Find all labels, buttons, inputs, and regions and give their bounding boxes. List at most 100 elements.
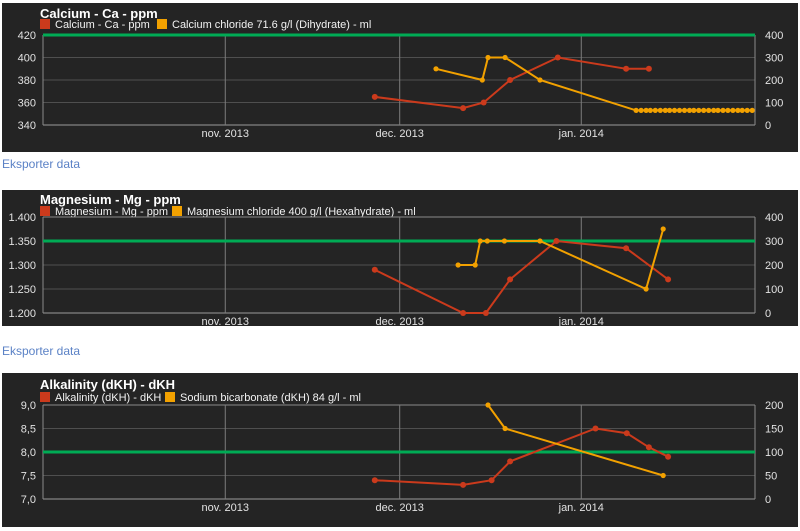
right-axis-tick-label: 400	[765, 212, 783, 224]
legend-color-swatch	[40, 206, 50, 216]
data-point[interactable]	[696, 107, 702, 113]
x-axis-label: nov. 2013	[202, 128, 250, 140]
left-axis-tick-label: 1.250	[8, 284, 36, 296]
data-point[interactable]	[553, 238, 560, 244]
data-point[interactable]	[507, 276, 514, 283]
chart-panel-alkalinity: Alkalinity (dKH) - dKH Alkalinity (dKH) …	[2, 373, 798, 527]
data-point[interactable]	[715, 107, 721, 113]
data-point[interactable]	[706, 107, 712, 113]
legend-item-dosing[interactable]: Calcium chloride 71.6 g/l (Dihydrate) - …	[157, 19, 371, 31]
data-point[interactable]	[744, 107, 750, 113]
right-axis-tick-label: 100	[765, 284, 783, 296]
data-point[interactable]	[460, 310, 467, 316]
data-point[interactable]	[730, 107, 736, 113]
x-axis-label: jan. 2014	[558, 502, 604, 514]
data-point[interactable]	[482, 310, 489, 316]
data-point[interactable]	[485, 402, 491, 408]
data-point[interactable]	[502, 425, 508, 432]
data-point[interactable]	[371, 266, 378, 273]
legend-item-measurement[interactable]: Magnesium - Mg - ppm	[40, 206, 168, 218]
data-point[interactable]	[667, 107, 673, 113]
data-point[interactable]	[488, 477, 495, 484]
data-point[interactable]	[676, 107, 683, 113]
data-point[interactable]	[480, 99, 487, 106]
legend-label: Magnesium chloride 400 g/l (Hexahydrate)…	[187, 206, 416, 218]
right-axis-tick-label: 400	[765, 30, 783, 42]
right-axis-tick-label: 300	[765, 236, 783, 248]
data-point[interactable]	[643, 107, 649, 113]
data-point[interactable]	[645, 65, 652, 72]
data-point[interactable]	[665, 276, 672, 283]
data-point[interactable]	[479, 77, 485, 83]
data-point[interactable]	[485, 54, 491, 61]
data-point[interactable]	[633, 107, 639, 113]
data-point[interactable]	[554, 54, 561, 61]
data-point[interactable]	[433, 66, 439, 72]
data-point[interactable]	[660, 472, 666, 479]
data-point[interactable]	[537, 77, 543, 83]
right-axis-tick-label: 50	[765, 471, 777, 483]
legend-color-swatch	[40, 392, 50, 402]
left-axis-tick-label: 8,5	[21, 424, 36, 436]
plot-area: 420 400 400 300 380 200 360 100 340 0 nov. 2013 dec…	[18, 30, 784, 140]
data-point[interactable]	[638, 107, 644, 113]
data-point[interactable]	[484, 238, 490, 244]
data-point[interactable]	[652, 107, 658, 113]
data-point[interactable]	[691, 107, 697, 113]
legend-label: Sodium bicarbonate (dKH) 84 g/l - ml	[180, 392, 361, 404]
data-point[interactable]	[701, 107, 707, 113]
data-point[interactable]	[472, 262, 478, 268]
data-point[interactable]	[455, 262, 461, 268]
x-axis-label: dec. 2013	[376, 502, 424, 514]
right-axis-tick-label: 0	[765, 120, 771, 132]
data-point[interactable]	[623, 245, 630, 252]
data-point[interactable]	[507, 458, 514, 465]
data-point[interactable]	[686, 107, 693, 113]
left-axis-tick-label: 1.350	[8, 236, 36, 248]
data-point[interactable]	[671, 107, 678, 113]
x-axis-label: nov. 2013	[202, 502, 250, 514]
chart-panel-magnesium: Magnesium - Mg - ppm Magnesium - Mg - pp…	[2, 190, 798, 326]
left-axis-tick-label: 7,0	[21, 494, 36, 506]
data-point[interactable]	[749, 107, 755, 113]
data-point[interactable]	[371, 93, 378, 100]
left-axis-tick-label: 8,0	[21, 447, 36, 459]
legend-item-dosing[interactable]: Magnesium chloride 400 g/l (Hexahydrate)…	[172, 206, 416, 218]
data-point[interactable]	[665, 453, 672, 460]
data-point[interactable]	[643, 286, 649, 292]
legend-item-dosing[interactable]: Sodium bicarbonate (dKH) 84 g/l - ml	[165, 392, 361, 404]
data-point[interactable]	[371, 477, 378, 484]
export-data-link[interactable]: Eksporter data	[2, 344, 81, 358]
data-point[interactable]	[711, 107, 717, 113]
export-data-link[interactable]: Eksporter data	[2, 157, 81, 171]
right-axis-tick-label: 0	[765, 494, 771, 506]
data-point[interactable]	[657, 107, 663, 113]
legend-item-measurement[interactable]: Calcium - Ca - ppm	[40, 19, 150, 31]
data-point[interactable]	[645, 444, 652, 451]
plot-area: 9,0 200 8,5 150 8,0 100 7,5 50 7,0 0 nov. 2013 dec.…	[21, 400, 784, 514]
legend-item-measurement[interactable]: Alkalinity (dKH) - dKH	[40, 392, 161, 404]
data-point[interactable]	[537, 238, 543, 244]
data-point[interactable]	[502, 54, 508, 61]
data-point[interactable]	[660, 226, 666, 232]
legend-label: Calcium - Ca - ppm	[55, 19, 150, 31]
data-point[interactable]	[460, 105, 467, 112]
x-axis-label: dec. 2013	[376, 128, 424, 140]
data-point[interactable]	[592, 425, 599, 432]
data-point[interactable]	[739, 107, 745, 113]
data-point[interactable]	[623, 430, 630, 437]
data-point[interactable]	[460, 481, 467, 488]
data-point[interactable]	[662, 107, 668, 113]
data-point[interactable]	[501, 238, 507, 244]
data-point[interactable]	[507, 77, 514, 83]
left-axis-tick-label: 420	[18, 30, 36, 42]
data-point[interactable]	[647, 107, 653, 113]
data-point[interactable]	[623, 65, 630, 72]
right-axis-tick-label: 0	[765, 308, 771, 320]
x-axis-label: jan. 2014	[558, 128, 604, 140]
data-point[interactable]	[681, 107, 688, 113]
data-point[interactable]	[735, 107, 741, 113]
data-point[interactable]	[477, 238, 483, 244]
data-point[interactable]	[720, 107, 726, 113]
data-point[interactable]	[725, 107, 731, 113]
